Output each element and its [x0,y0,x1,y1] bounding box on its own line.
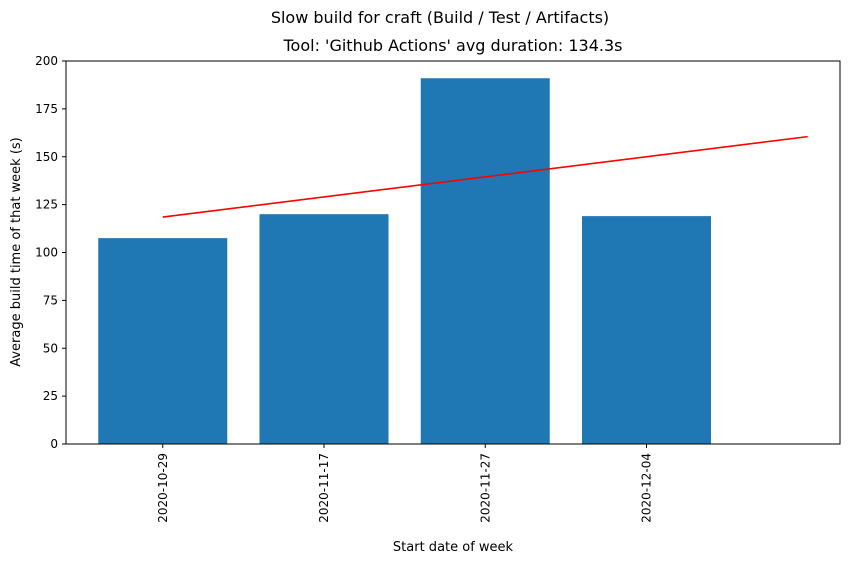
trendline [162,135,808,218]
y-tick-label-75: 75 [43,293,58,307]
x-tick-label-2020-10-29: 2020-10-29 [156,453,170,523]
trendline-layer [162,135,808,218]
bar-2020-11-17 [259,214,389,444]
bar-2020-11-27 [420,78,550,445]
y-tick-label-50: 50 [43,341,58,355]
x-tick-label-2020-11-17: 2020-11-17 [317,453,331,523]
y-tick-label-200: 200 [35,54,58,68]
y-tick-label-125: 125 [35,198,58,212]
y-tick-label-175: 175 [35,102,58,116]
chart-title: Tool: 'Github Actions' avg duration: 134… [283,36,623,55]
x-tick-label-2020-11-27: 2020-11-27 [478,453,492,523]
x-tick-label-2020-12-04: 2020-12-04 [640,453,654,523]
bars-layer [98,78,711,445]
y-axis-label: Average build time of that week (s) [9,137,24,367]
bar-2020-10-29 [98,238,228,444]
chart-suptitle: Slow build for craft (Build / Test / Art… [271,8,609,27]
y-tick-label-150: 150 [35,150,58,164]
y-tick-label-100: 100 [35,246,58,260]
x-axis: 2020-10-29 2020-11-17 2020-11-27 2020-12-04 [156,444,654,523]
y-tick-label-25: 25 [43,389,58,403]
y-axis: 0 25 50 75 100 125 150 175 200 [35,54,66,451]
bar-2020-12-04 [582,216,711,444]
y-tick-label-0: 0 [50,437,58,451]
x-axis-label: Start date of week [393,540,514,555]
